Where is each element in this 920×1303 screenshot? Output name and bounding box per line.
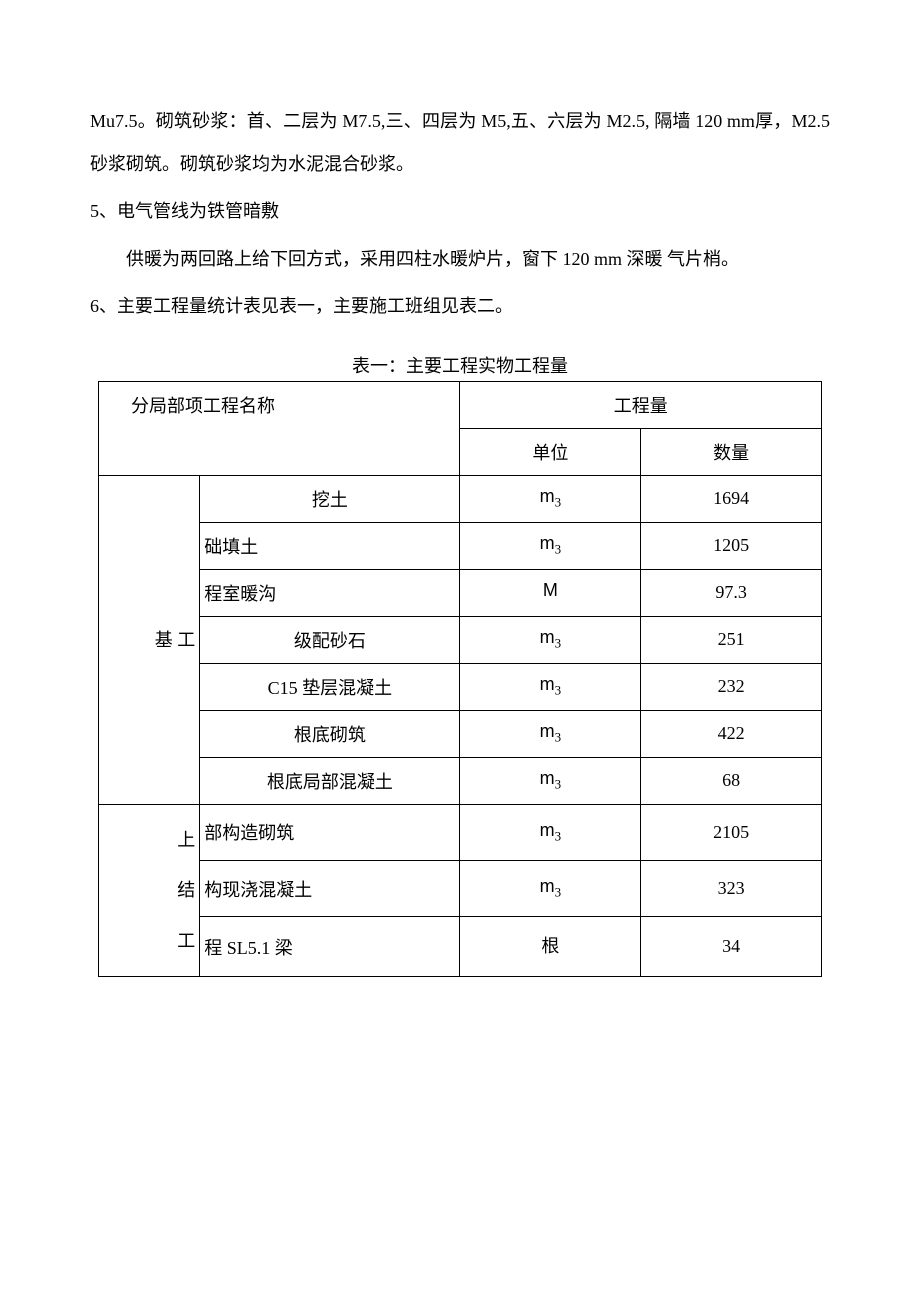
qty-cell: 232	[641, 663, 822, 710]
item-cell: 构现浇混凝土	[200, 861, 460, 917]
unit-sub: 3	[555, 495, 562, 510]
header-name: 分局部项工程名称	[99, 381, 460, 428]
item-cell: 部构造砌筑	[200, 804, 460, 860]
item-cell: C15 垫层混凝土	[200, 663, 460, 710]
unit-cell: m3	[460, 710, 641, 757]
unit-cell: m3	[460, 522, 641, 569]
table-wrapper: 分局部项工程名称 工程量 单位 数量 基 工 挖土 m3 1694 础填土 m3…	[90, 381, 830, 977]
item-cell: 程 SL5.1 梁	[200, 917, 460, 976]
header-empty	[99, 428, 460, 475]
table-caption: 表一：主要工程实物工程量	[90, 352, 830, 381]
qty-cell: 251	[641, 616, 822, 663]
item-cell: 程室暖沟	[200, 569, 460, 616]
paragraph-4: 6、主要工程量统计表见表一，主要施工班组见表二。	[90, 285, 830, 328]
qty-cell: 97.3	[641, 569, 822, 616]
header-quantity: 工程量	[460, 381, 822, 428]
table-header-row-1: 分局部项工程名称 工程量	[99, 381, 822, 428]
group-cell-1: 基 工	[99, 475, 200, 804]
item-cell: 根底砌筑	[200, 710, 460, 757]
qty-cell: 422	[641, 710, 822, 757]
unit-cell: m3	[460, 757, 641, 804]
paragraph-1: Mu7.5。砌筑砂浆：首、二层为 M7.5,三、四层为 M5,五、六层为 M2.…	[90, 100, 830, 186]
table-row: 根底砌筑 m3 422	[99, 710, 822, 757]
group-cell-2: 上 结 工	[99, 804, 200, 976]
unit-sub: 3	[555, 829, 562, 844]
item-cell: 根底局部混凝土	[200, 757, 460, 804]
unit-cell: 根	[460, 917, 641, 976]
group-1-label: 基 工	[155, 630, 196, 650]
unit-prefix: m	[540, 768, 555, 788]
unit-sub: 3	[555, 683, 562, 698]
qty-cell: 68	[641, 757, 822, 804]
unit-prefix: m	[540, 721, 555, 741]
unit-sub: 3	[555, 636, 562, 651]
qty-cell: 2105	[641, 804, 822, 860]
qty-cell: 323	[641, 861, 822, 917]
item-cell: 础填土	[200, 522, 460, 569]
unit-prefix: m	[540, 820, 555, 840]
unit-prefix: m	[540, 533, 555, 553]
paragraph-3: 供暖为两回路上给下回方式，采用四柱水暖炉片，窗下 120 mm 深暖 气片梢。	[90, 238, 830, 281]
unit-cell: m3	[460, 475, 641, 522]
table-header-row-2: 单位 数量	[99, 428, 822, 475]
unit-cell: m3	[460, 804, 641, 860]
table-row: 根底局部混凝土 m3 68	[99, 757, 822, 804]
item-cell: 级配砂石	[200, 616, 460, 663]
unit-sub: 3	[555, 777, 562, 792]
group-2-label-1: 上	[177, 830, 195, 850]
unit-prefix: m	[540, 674, 555, 694]
table-row: 基 工 挖土 m3 1694	[99, 475, 822, 522]
paragraph-2: 5、电气管线为铁管暗敷	[90, 190, 830, 233]
table-row: C15 垫层混凝土 m3 232	[99, 663, 822, 710]
unit-prefix: m	[540, 876, 555, 896]
unit-cell: m3	[460, 616, 641, 663]
unit-prefix: m	[540, 486, 555, 506]
table-row: 上 结 工 部构造砌筑 m3 2105	[99, 804, 822, 860]
engineering-quantity-table: 分局部项工程名称 工程量 单位 数量 基 工 挖土 m3 1694 础填土 m3…	[98, 381, 822, 977]
header-amount: 数量	[641, 428, 822, 475]
unit-prefix: M	[543, 580, 558, 600]
unit-sub: 3	[555, 542, 562, 557]
group-2-label-3: 工	[177, 931, 195, 951]
table-row: 程室暖沟 M 97.3	[99, 569, 822, 616]
group-2-label-2: 结	[177, 880, 195, 900]
unit-sub: 3	[555, 730, 562, 745]
item-cell: 挖土	[200, 475, 460, 522]
table-row: 程 SL5.1 梁 根 34	[99, 917, 822, 976]
table-row: 础填土 m3 1205	[99, 522, 822, 569]
qty-cell: 34	[641, 917, 822, 976]
unit-prefix: 根	[541, 936, 559, 956]
header-unit: 单位	[460, 428, 641, 475]
unit-sub: 3	[555, 885, 562, 900]
table-row: 构现浇混凝土 m3 323	[99, 861, 822, 917]
qty-cell: 1205	[641, 522, 822, 569]
table-row: 级配砂石 m3 251	[99, 616, 822, 663]
unit-cell: m3	[460, 663, 641, 710]
unit-prefix: m	[540, 627, 555, 647]
unit-cell: m3	[460, 861, 641, 917]
unit-cell: M	[460, 569, 641, 616]
qty-cell: 1694	[641, 475, 822, 522]
